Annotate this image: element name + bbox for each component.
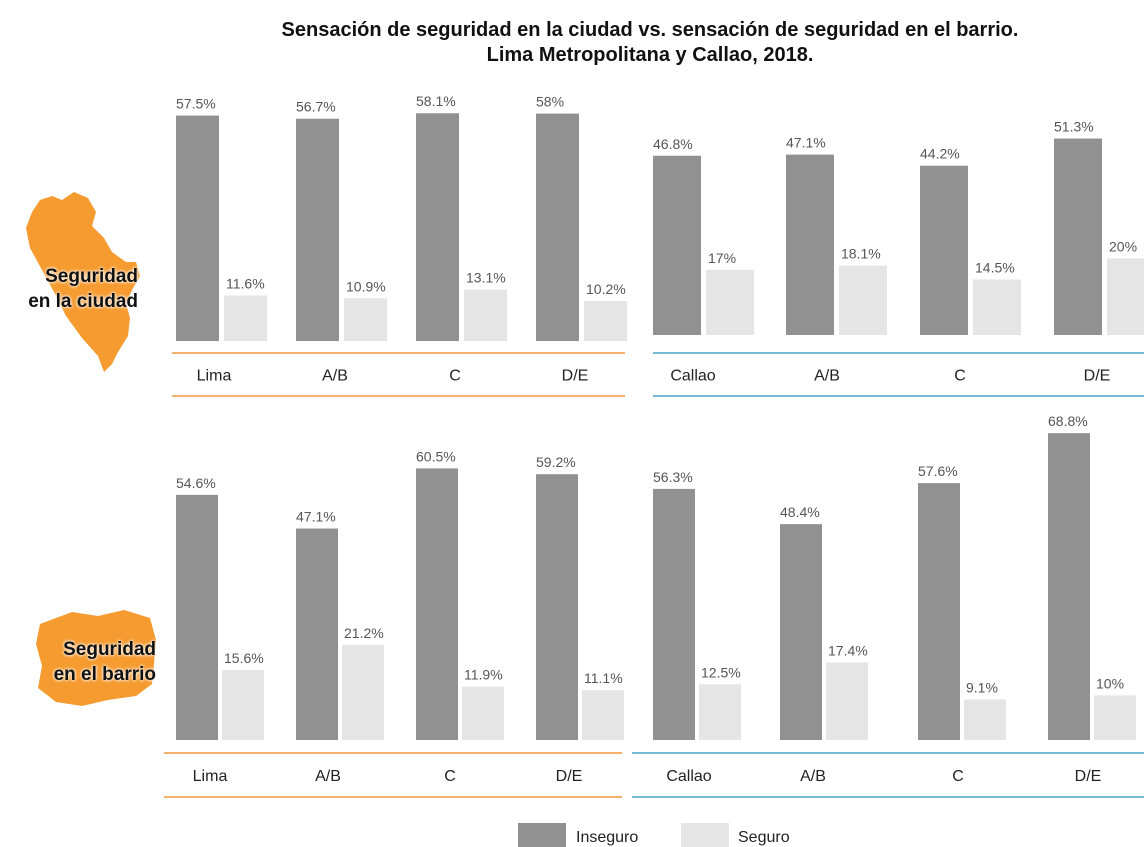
data-label-bar-seguro-lima-barrio-2: 11.9% xyxy=(464,667,503,683)
bar-inseguro-callao-barrio-0 xyxy=(653,488,695,740)
data-label-bar-inseguro-callao-ciudad-2: 44.2% xyxy=(920,146,960,162)
chart-title-line1: Sensación de seguridad en la ciudad vs. … xyxy=(281,19,1019,41)
plot-layer: 57.5% 11.6% Lima 56.7% 10.9% A/B 58.1% 13.1% C 58… xyxy=(164,93,1144,798)
bar-inseguro-callao-barrio-2 xyxy=(918,483,960,740)
data-label-bar-seguro-callao-ciudad-1: 18.1% xyxy=(841,246,881,262)
bar-seguro-lima-ciudad-0 xyxy=(224,295,267,341)
data-label-bar-seguro-lima-ciudad-3: 10.2% xyxy=(586,281,626,297)
category-label-callao-ciudad-3: D/E xyxy=(1084,368,1111,385)
category-label-callao-ciudad-0: Callao xyxy=(670,368,715,385)
data-label-bar-seguro-callao-barrio-1: 17.4% xyxy=(828,642,868,658)
bar-inseguro-callao-ciudad-0 xyxy=(653,155,701,335)
data-label-bar-seguro-callao-ciudad-0: 17% xyxy=(708,250,736,266)
chart-title: Sensación de seguridad en la ciudad vs. … xyxy=(150,18,1144,68)
legend-swatch-inseguro xyxy=(518,823,566,847)
bar-seguro-callao-ciudad-1 xyxy=(839,265,887,335)
row-label-barrio-line1: Seguridad xyxy=(63,639,156,660)
category-label-lima-barrio-2: C xyxy=(444,768,456,785)
neighborhood-map-icon xyxy=(36,610,156,706)
category-label-lima-barrio-1: A/B xyxy=(315,768,341,785)
data-label-bar-inseguro-lima-ciudad-0: 57.5% xyxy=(176,96,216,112)
category-label-callao-ciudad-2: C xyxy=(954,368,966,385)
bar-inseguro-lima-barrio-3 xyxy=(536,474,578,740)
data-label-bar-seguro-callao-ciudad-3: 20% xyxy=(1109,238,1137,254)
data-label-bar-inseguro-lima-ciudad-3: 58% xyxy=(536,94,564,110)
category-label-lima-ciudad-3: D/E xyxy=(562,368,589,385)
bar-inseguro-callao-barrio-3 xyxy=(1048,433,1090,740)
bar-seguro-callao-barrio-2 xyxy=(964,699,1006,740)
bar-inseguro-lima-barrio-2 xyxy=(416,468,458,740)
data-label-bar-inseguro-callao-barrio-3: 68.8% xyxy=(1048,413,1088,429)
data-label-bar-seguro-lima-ciudad-2: 13.1% xyxy=(466,270,506,286)
row-label-ciudad: Seguridad en la ciudad xyxy=(0,264,138,314)
bar-seguro-lima-barrio-2 xyxy=(462,686,504,740)
bar-inseguro-lima-ciudad-3 xyxy=(536,113,579,341)
chart-title-line2: Lima Metropolitana y Callao, 2018. xyxy=(486,44,814,66)
bar-seguro-callao-ciudad-0 xyxy=(706,269,754,335)
data-label-bar-inseguro-lima-barrio-0: 54.6% xyxy=(176,475,216,491)
category-label-callao-ciudad-1: A/B xyxy=(814,368,840,385)
data-label-bar-seguro-lima-barrio-1: 21.2% xyxy=(344,625,384,641)
peru-map-icon xyxy=(26,192,140,372)
category-label-lima-ciudad-1: A/B xyxy=(322,368,348,385)
bar-seguro-lima-ciudad-2 xyxy=(464,289,507,341)
data-label-bar-seguro-lima-ciudad-0: 11.6% xyxy=(226,276,265,292)
category-label-lima-barrio-3: D/E xyxy=(556,768,583,785)
category-label-callao-barrio-0: Callao xyxy=(666,768,711,785)
category-label-lima-barrio-0: Lima xyxy=(193,768,228,785)
category-label-callao-barrio-1: A/B xyxy=(800,768,826,785)
data-label-bar-inseguro-callao-barrio-2: 57.6% xyxy=(918,463,958,479)
bar-seguro-callao-barrio-0 xyxy=(699,684,741,740)
bar-seguro-lima-barrio-3 xyxy=(582,690,624,740)
category-label-lima-ciudad-2: C xyxy=(449,368,461,385)
bar-seguro-callao-ciudad-2 xyxy=(973,279,1021,335)
bar-seguro-lima-barrio-1 xyxy=(342,644,384,740)
row-label-barrio-line2: en el barrio xyxy=(53,664,156,685)
row-label-ciudad-line2: en la ciudad xyxy=(28,291,138,312)
legend-swatch-seguro xyxy=(681,823,729,847)
data-label-bar-seguro-lima-barrio-0: 15.6% xyxy=(224,650,264,666)
data-label-bar-inseguro-lima-barrio-2: 60.5% xyxy=(416,448,456,464)
category-label-callao-barrio-2: C xyxy=(952,768,964,785)
bar-seguro-lima-ciudad-3 xyxy=(584,301,627,341)
data-label-bar-inseguro-callao-barrio-0: 56.3% xyxy=(653,469,693,485)
row-label-barrio: Seguridad en el barrio xyxy=(0,637,156,687)
legend-label-seguro: Seguro xyxy=(738,829,790,846)
bar-inseguro-lima-barrio-1 xyxy=(296,528,338,740)
data-label-bar-seguro-lima-ciudad-1: 10.9% xyxy=(346,278,386,294)
category-label-lima-ciudad-0: Lima xyxy=(197,368,232,385)
legend-label-inseguro: Inseguro xyxy=(576,829,638,846)
bar-seguro-lima-barrio-0 xyxy=(222,669,264,740)
data-label-bar-inseguro-lima-ciudad-1: 56.7% xyxy=(296,99,336,115)
bar-inseguro-callao-ciudad-2 xyxy=(920,165,968,335)
bar-inseguro-callao-ciudad-1 xyxy=(786,154,834,335)
data-label-bar-seguro-callao-ciudad-2: 14.5% xyxy=(975,259,1015,275)
bar-inseguro-lima-ciudad-0 xyxy=(176,115,219,341)
data-label-bar-inseguro-callao-ciudad-1: 47.1% xyxy=(786,135,826,151)
data-label-bar-seguro-lima-barrio-3: 11.1% xyxy=(584,670,623,686)
category-label-callao-barrio-3: D/E xyxy=(1075,768,1102,785)
bar-inseguro-callao-barrio-1 xyxy=(780,524,822,740)
data-label-bar-seguro-callao-barrio-0: 12.5% xyxy=(701,664,741,680)
row-label-ciudad-line1: Seguridad xyxy=(45,266,138,287)
data-label-bar-inseguro-lima-barrio-1: 47.1% xyxy=(296,509,336,525)
bar-inseguro-lima-ciudad-2 xyxy=(416,113,459,341)
bar-inseguro-callao-ciudad-3 xyxy=(1054,138,1102,335)
bar-inseguro-lima-ciudad-1 xyxy=(296,118,339,342)
bar-seguro-lima-ciudad-1 xyxy=(344,298,387,341)
data-label-bar-seguro-callao-barrio-2: 9.1% xyxy=(966,679,998,695)
bar-seguro-callao-barrio-3 xyxy=(1094,695,1136,740)
data-label-bar-inseguro-callao-ciudad-3: 51.3% xyxy=(1054,119,1094,135)
bar-inseguro-lima-barrio-0 xyxy=(176,494,218,740)
bar-seguro-callao-barrio-1 xyxy=(826,662,868,740)
legend: Inseguro Seguro xyxy=(518,823,790,847)
bar-seguro-callao-ciudad-3 xyxy=(1107,258,1144,335)
data-label-bar-inseguro-lima-barrio-3: 59.2% xyxy=(536,454,576,470)
data-label-bar-inseguro-lima-ciudad-2: 58.1% xyxy=(416,93,456,109)
data-label-bar-inseguro-callao-barrio-1: 48.4% xyxy=(780,504,820,520)
data-label-bar-inseguro-callao-ciudad-0: 46.8% xyxy=(653,136,693,152)
data-label-bar-seguro-callao-barrio-3: 10% xyxy=(1096,675,1124,691)
